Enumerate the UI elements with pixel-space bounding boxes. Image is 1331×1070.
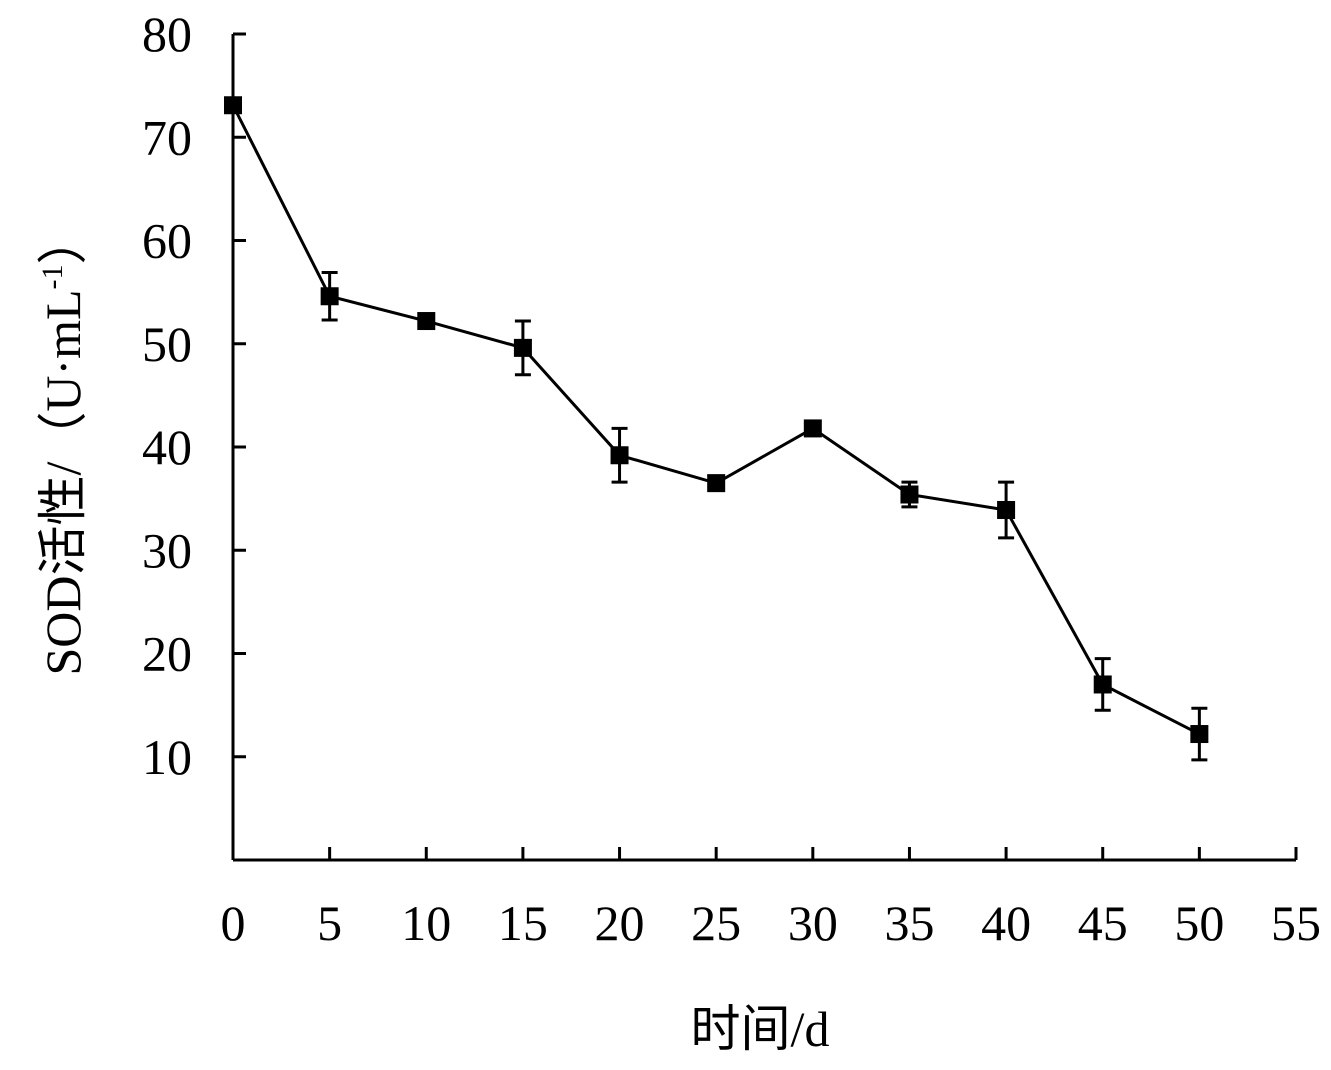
series-line xyxy=(231,104,1201,736)
data-point xyxy=(997,500,1016,519)
x-tick-label: 45 xyxy=(1078,895,1128,951)
y-tick-label: 60 xyxy=(142,213,192,269)
x-tick-label: 20 xyxy=(595,895,645,951)
axes xyxy=(231,34,1296,862)
data-point xyxy=(1190,725,1209,744)
data-point xyxy=(900,485,919,504)
data-point xyxy=(707,474,726,493)
y-tick-label: 50 xyxy=(142,316,192,372)
x-tick-label: 0 xyxy=(221,895,246,951)
x-tick-label: 50 xyxy=(1174,895,1224,951)
y-axis-title-superscript: -1 xyxy=(36,264,69,289)
x-tick-label: 5 xyxy=(317,895,342,951)
y-tick-label: 70 xyxy=(142,109,192,165)
x-tick-label: 15 xyxy=(498,895,548,951)
x-tick-label: 10 xyxy=(401,895,451,951)
y-tick-label: 30 xyxy=(142,522,192,578)
x-tick-label: 30 xyxy=(788,895,838,951)
y-tick-label: 40 xyxy=(142,419,192,475)
x-axis-ticks: 0 5 10 15 20 25 30 35 40 45 50 55 xyxy=(221,847,1321,951)
x-tick-label: 55 xyxy=(1271,895,1321,951)
data-point xyxy=(513,338,532,357)
x-tick-label: 25 xyxy=(691,895,741,951)
y-tick-label: 80 xyxy=(142,6,192,62)
data-point xyxy=(1093,675,1112,694)
y-tick-label: 20 xyxy=(142,626,192,682)
x-tick-label: 35 xyxy=(884,895,934,951)
x-axis-title: 时间/d xyxy=(691,1001,830,1057)
data-point xyxy=(320,287,339,306)
data-point xyxy=(610,446,629,465)
data-point xyxy=(803,419,822,438)
y-tick-label: 10 xyxy=(142,729,192,785)
data-point xyxy=(224,96,242,115)
x-tick-label: 40 xyxy=(981,895,1031,951)
series xyxy=(224,96,1209,762)
y-axis-ticks: 10 20 30 40 50 60 70 80 xyxy=(142,6,246,785)
y-axis-title-close: ） xyxy=(35,214,91,264)
data-point xyxy=(417,312,436,331)
y-axis-title-main: SOD活性/（U·mL xyxy=(35,289,91,675)
y-axis-title: SOD活性/（U·mL-1） xyxy=(35,214,91,675)
